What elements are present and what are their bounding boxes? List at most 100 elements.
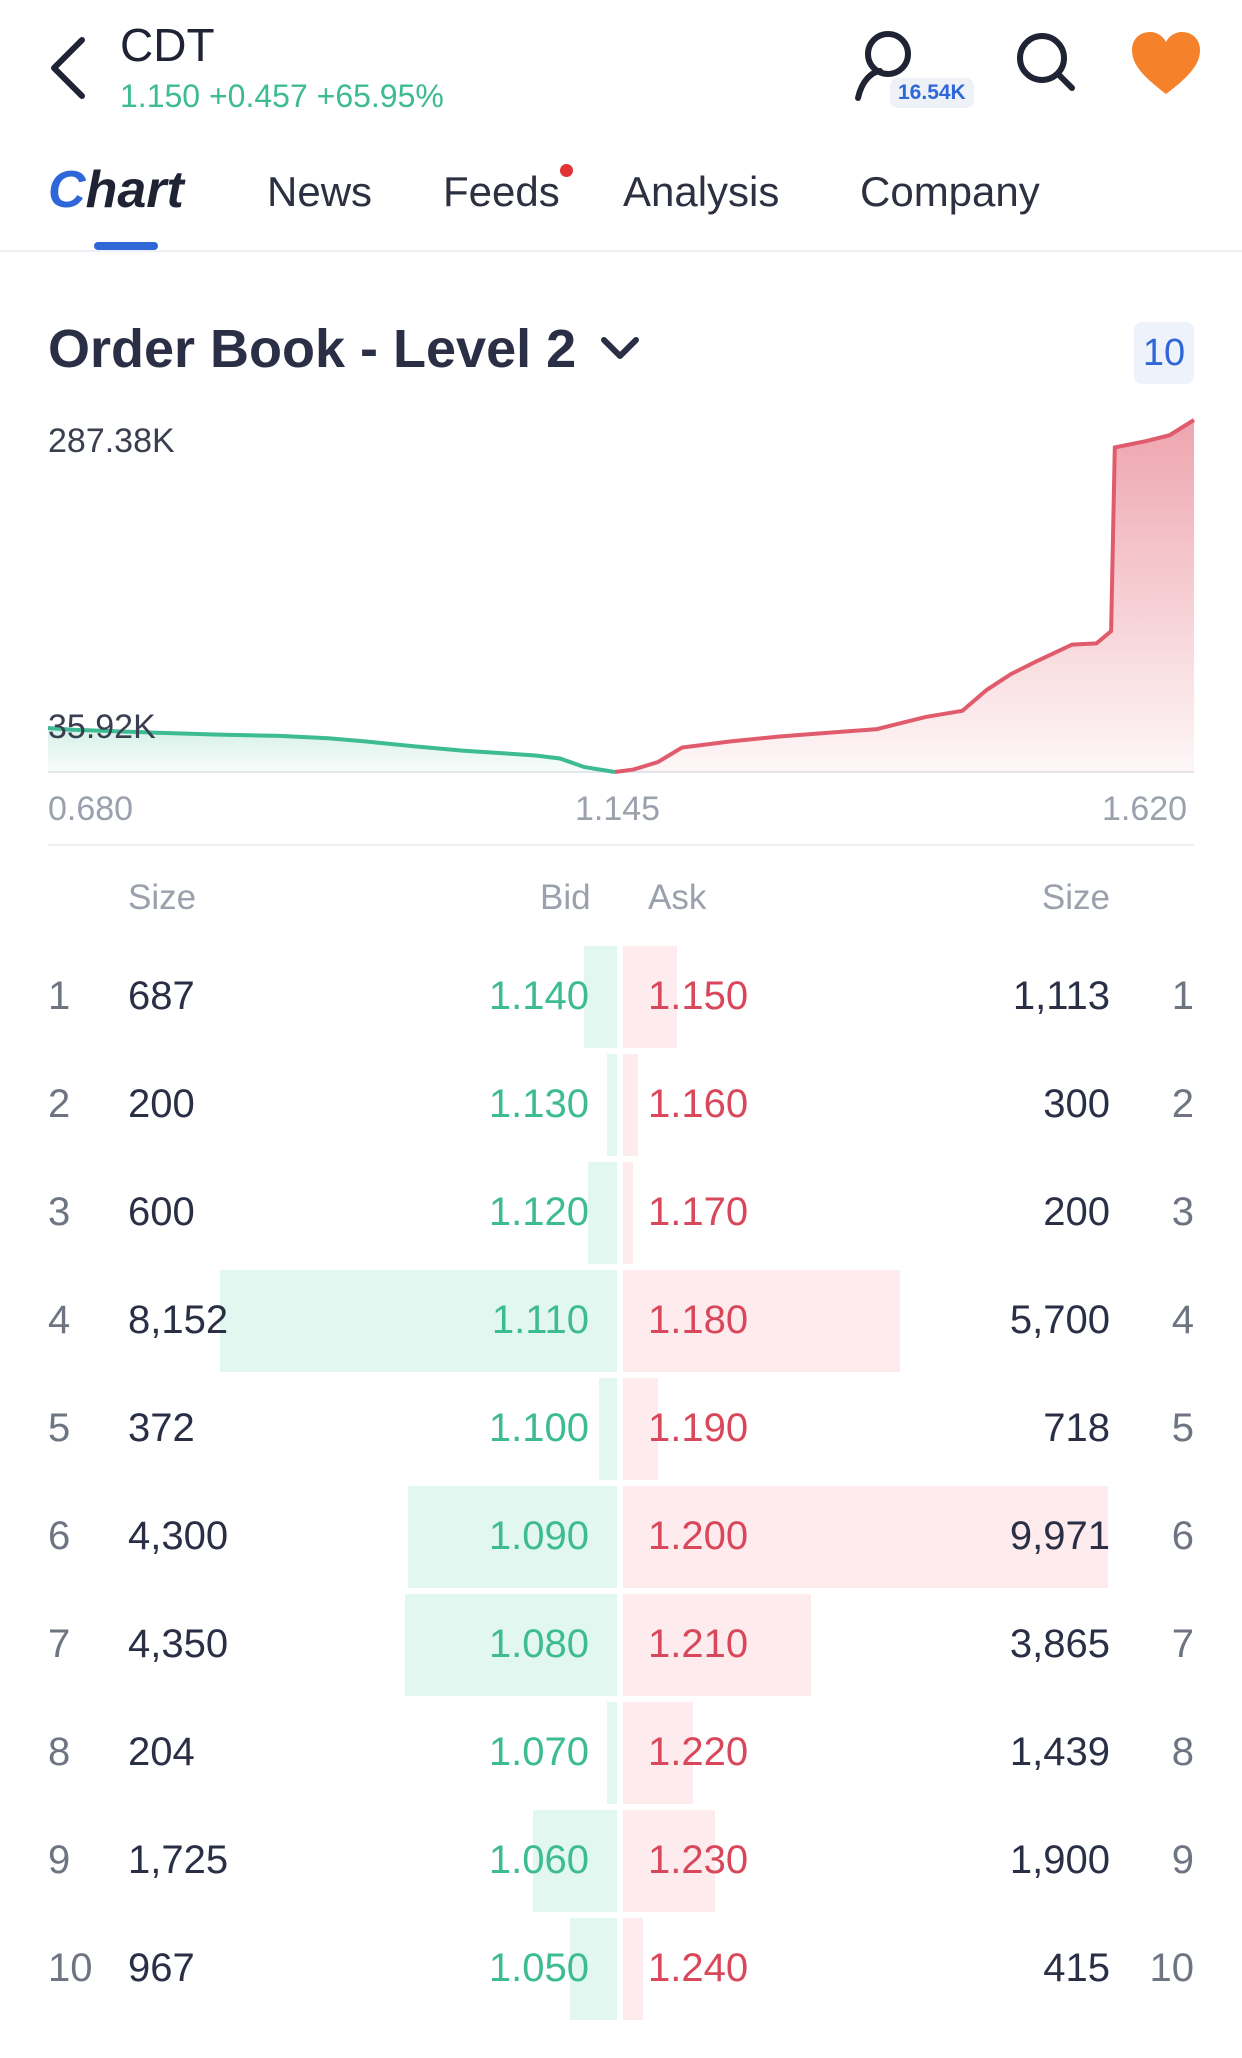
order-book-row[interactable]: 10 967 1.050 1.240 415 10 (0, 1916, 1242, 2024)
ask-price: 1.240 (648, 1946, 749, 1990)
bid-depth-line (47, 726, 616, 774)
bid-price: 1.120 (488, 1190, 589, 1234)
ask-size-bar (623, 1918, 644, 2020)
tab-feeds[interactable]: Feeds (443, 168, 560, 215)
feeds-notification-dot (560, 164, 573, 177)
tab-chart-rest: hart (85, 161, 184, 219)
x-axis-label-max: 1.620 (1102, 790, 1188, 828)
ask-size: 1,900 (1009, 1838, 1110, 1882)
bid-price: 1.140 (488, 974, 589, 1018)
bid-size: 1,725 (128, 1838, 229, 1882)
ask-price: 1.220 (648, 1730, 749, 1774)
ask-size: 300 (1043, 1082, 1110, 1126)
ask-price: 1.160 (648, 1082, 749, 1126)
ask-size: 415 (1043, 1946, 1110, 1990)
header-bid: Bid (540, 878, 591, 917)
order-book-row[interactable]: 5 372 1.100 1.190 718 5 (0, 1376, 1242, 1484)
ask-level: 7 (1171, 1622, 1194, 1666)
bid-size: 204 (128, 1730, 195, 1774)
tab-analysis[interactable]: Analysis (623, 168, 780, 215)
ask-level: 8 (1171, 1730, 1194, 1774)
ask-level: 6 (1171, 1514, 1194, 1558)
ask-size-bar (623, 1486, 1108, 1588)
ask-size: 5,700 (1009, 1298, 1110, 1342)
ask-price: 1.170 (648, 1190, 749, 1234)
ask-size-bar (623, 1054, 638, 1156)
heart-icon (1132, 32, 1200, 94)
ask-level: 1 (1171, 974, 1194, 1018)
order-book-row[interactable]: 7 4,350 1.080 1.210 3,865 7 (0, 1592, 1242, 1700)
back-button[interactable] (40, 28, 100, 108)
order-book-row[interactable]: 3 600 1.120 1.170 200 3 (0, 1160, 1242, 1268)
bid-size: 8,152 (128, 1298, 229, 1342)
order-book-row[interactable]: 9 1,725 1.060 1.230 1,900 9 (0, 1808, 1242, 1916)
x-axis-label-mid: 1.145 (575, 790, 661, 828)
ask-size: 1,113 (1012, 974, 1110, 1018)
order-book-row[interactable]: 4 8,152 1.110 1.180 5,700 4 (0, 1268, 1242, 1376)
bid-size: 600 (128, 1190, 195, 1234)
bid-level: 9 (48, 1838, 71, 1882)
favorite-button[interactable] (1128, 28, 1204, 98)
bid-level: 2 (48, 1082, 71, 1126)
ask-level: 2 (1171, 1082, 1194, 1126)
ask-level: 4 (1171, 1298, 1194, 1342)
bid-size-bar (587, 1162, 617, 1264)
ask-size: 9,971 (1009, 1514, 1110, 1558)
depth-level-selector[interactable]: 10 (1134, 322, 1194, 384)
bid-size-bar (583, 946, 617, 1048)
ask-size: 1,439 (1009, 1730, 1110, 1774)
tab-company[interactable]: Company (860, 168, 1040, 215)
ask-size-bar (623, 1378, 658, 1480)
ask-size-bar (623, 1702, 693, 1804)
ask-price: 1.200 (648, 1514, 749, 1558)
ask-price: 1.190 (648, 1406, 749, 1450)
ask-size-bar (623, 1810, 716, 1912)
header-ask: Ask (648, 878, 707, 917)
depth-chart-svg (47, 418, 1196, 774)
ask-size: 200 (1043, 1190, 1110, 1234)
search-button[interactable] (1012, 28, 1082, 98)
bid-size: 4,300 (128, 1514, 229, 1558)
bid-depth-area (48, 728, 615, 772)
bid-price: 1.090 (488, 1514, 589, 1558)
tab-chart[interactable]: Chart (48, 160, 184, 220)
bid-level: 6 (48, 1514, 71, 1558)
bid-size-bar (569, 1918, 617, 2020)
order-book-row[interactable]: 2 200 1.130 1.160 300 2 (0, 1052, 1242, 1160)
bid-size-bar (407, 1486, 617, 1588)
follow-button[interactable]: 16.54K (850, 28, 980, 108)
bid-price: 1.130 (488, 1082, 589, 1126)
ask-price: 1.230 (648, 1838, 749, 1882)
chart-divider (48, 844, 1194, 846)
ask-size-bar (623, 1594, 811, 1696)
bid-size-bar (220, 1270, 617, 1372)
order-book-row[interactable]: 1 687 1.140 1.150 1,113 1 (0, 944, 1242, 1052)
ask-level: 5 (1171, 1406, 1194, 1450)
bid-level: 1 (48, 974, 71, 1018)
tab-bar: Chart News Feeds Analysis Company (0, 150, 1242, 252)
x-axis-label-min: 0.680 (48, 790, 134, 828)
tab-news[interactable]: News (267, 168, 373, 215)
bid-size: 372 (128, 1406, 195, 1450)
order-book-title[interactable]: Order Book - Level 2 (48, 318, 642, 380)
ask-size-bar (623, 1270, 901, 1372)
bid-size-bar (598, 1378, 617, 1480)
bid-size: 200 (128, 1082, 195, 1126)
ask-price: 1.210 (648, 1622, 749, 1666)
active-tab-indicator (94, 242, 158, 250)
top-bar: CDT 1.150 +0.457 +65.95% 16.54K (0, 0, 1242, 130)
bid-level: 4 (48, 1298, 71, 1342)
bid-size-bar (607, 1054, 617, 1156)
ask-depth-line (614, 418, 1196, 774)
order-book-row[interactable]: 8 204 1.070 1.220 1,439 8 (0, 1700, 1242, 1808)
chevron-down-icon (601, 337, 640, 359)
ask-price: 1.180 (648, 1298, 749, 1342)
order-book-row[interactable]: 6 4,300 1.090 1.200 9,971 6 (0, 1484, 1242, 1592)
ask-level: 9 (1171, 1838, 1194, 1882)
y-axis-min-label: 35.92K (48, 708, 156, 746)
follow-count-badge: 16.54K (890, 78, 974, 108)
ask-size: 718 (1043, 1406, 1110, 1450)
bid-price: 1.070 (488, 1730, 589, 1774)
person-icon (855, 31, 911, 101)
header-ask-size: Size (1041, 878, 1110, 917)
